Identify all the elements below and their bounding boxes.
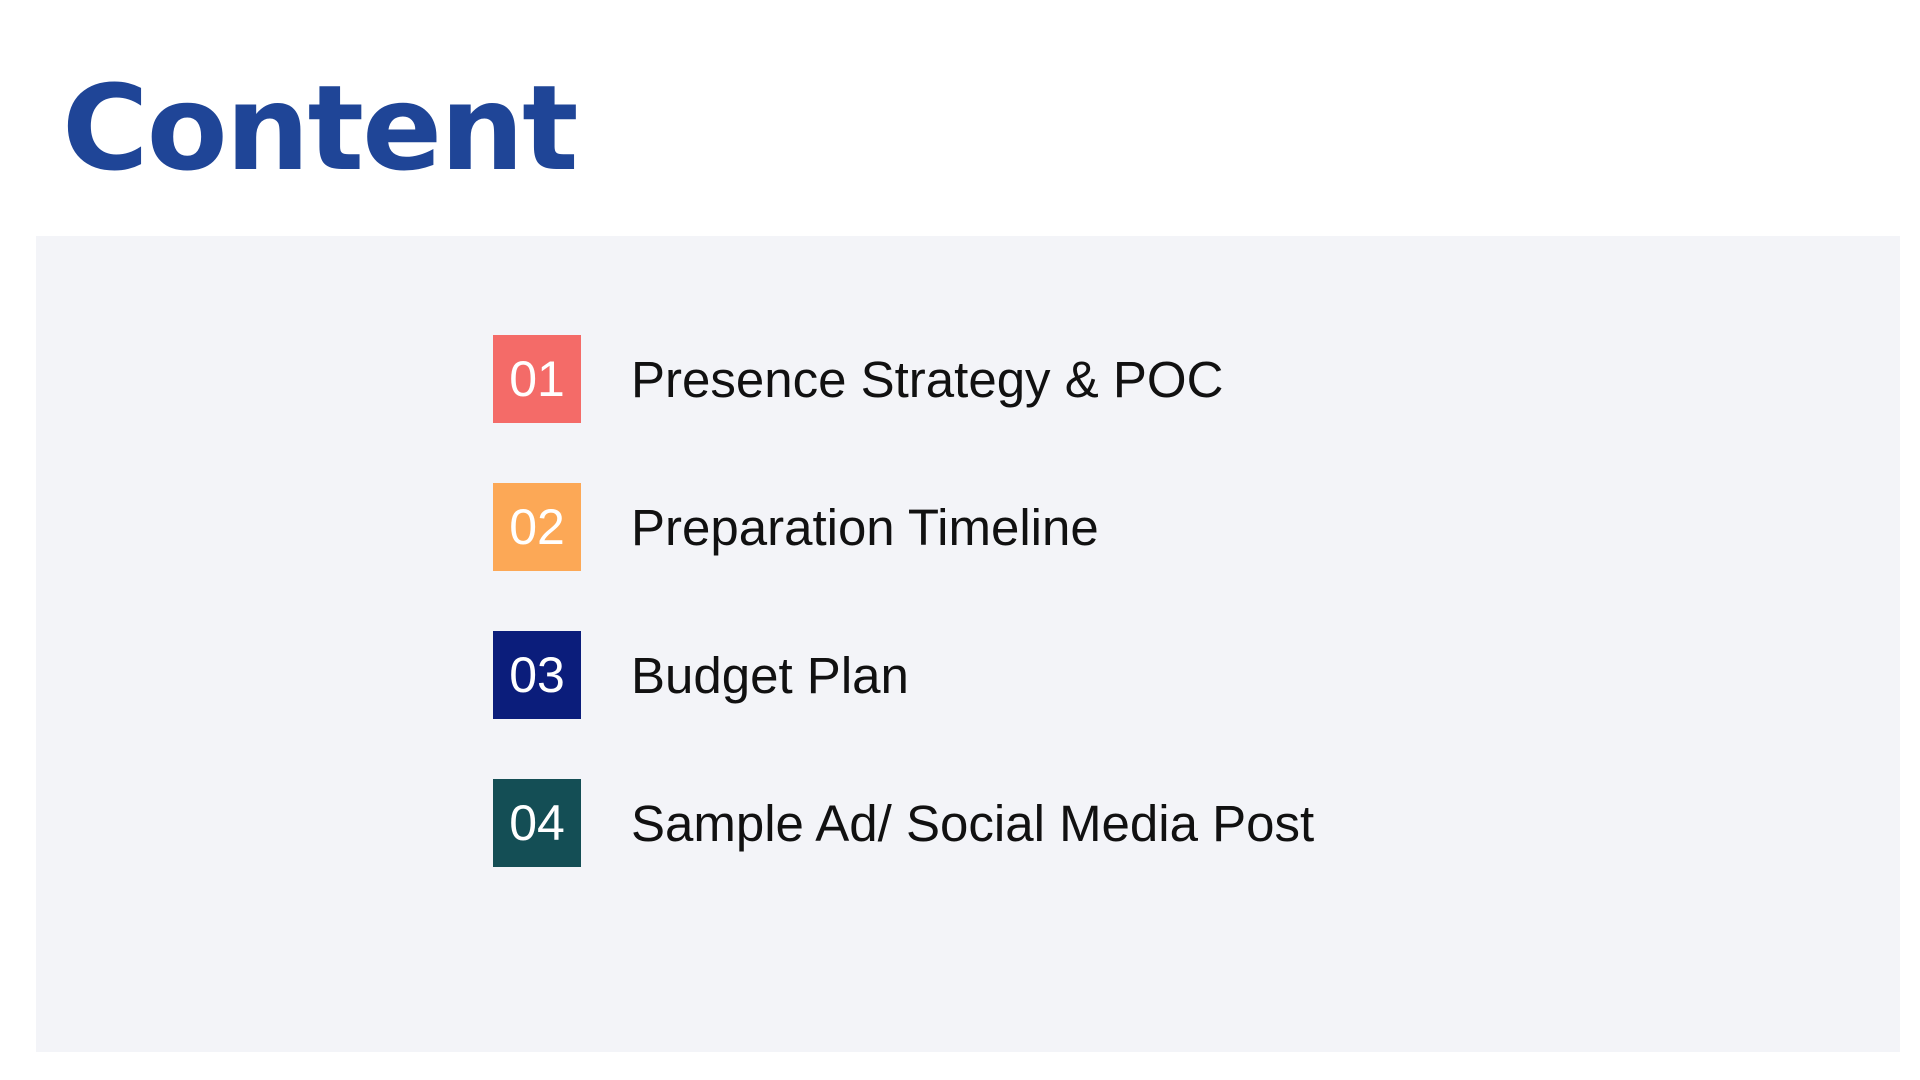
agenda-item-preparation-timeline: 02 Preparation Timeline (493, 483, 1314, 571)
item-number-badge: 04 (493, 779, 581, 867)
item-label: Sample Ad/ Social Media Post (631, 794, 1315, 852)
agenda-item-sample-ad: 04 Sample Ad/ Social Media Post (493, 779, 1314, 867)
agenda-item-budget-plan: 03 Budget Plan (493, 631, 1314, 719)
item-label: Budget Plan (631, 646, 909, 704)
item-number-badge: 02 (493, 483, 581, 571)
content-panel: 01 Presence Strategy & POC 02 Preparatio… (36, 236, 1900, 1052)
slide-title: Content (62, 59, 579, 197)
item-label: Preparation Timeline (631, 498, 1099, 556)
item-label: Presence Strategy & POC (631, 350, 1224, 408)
item-number-badge: 01 (493, 335, 581, 423)
item-number-badge: 03 (493, 631, 581, 719)
agenda-list: 01 Presence Strategy & POC 02 Preparatio… (493, 335, 1314, 867)
agenda-item-presence-strategy: 01 Presence Strategy & POC (493, 335, 1314, 423)
